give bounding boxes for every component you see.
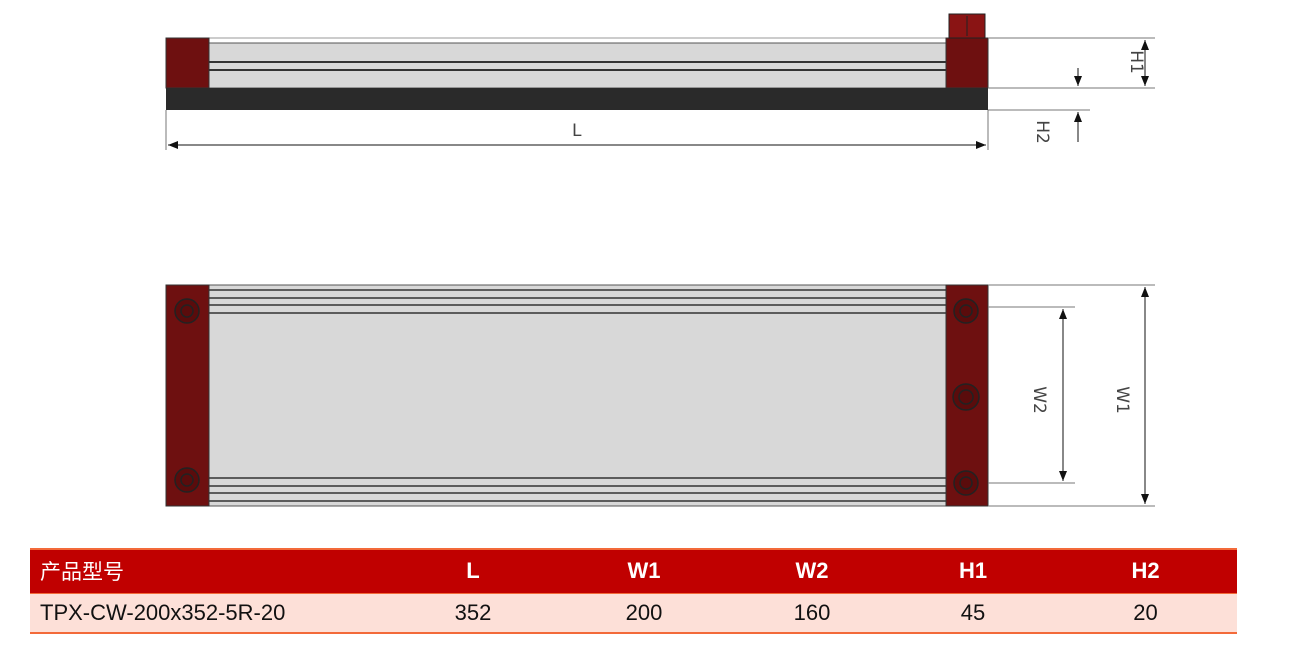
label-H1: H1 bbox=[1126, 50, 1146, 74]
header-W1: W1 bbox=[627, 558, 661, 584]
label-H2: H2 bbox=[1032, 120, 1052, 144]
base-plate bbox=[166, 88, 988, 110]
right-end-bracket bbox=[945, 37, 989, 89]
spec-table: 产品型号 L W1 W2 H1 H2 TPX-CW-200x352-5R-20 … bbox=[30, 548, 1237, 634]
cell-H1: 45 bbox=[960, 599, 986, 625]
side-view: L H1 H2 bbox=[165, 13, 1155, 150]
table-header: 产品型号 L W1 W2 H1 H2 bbox=[30, 549, 1237, 593]
table-row: TPX-CW-200x352-5R-20 352 200 160 45 20 bbox=[30, 593, 1237, 633]
side-rail bbox=[208, 42, 947, 89]
header-L: L bbox=[466, 558, 480, 584]
header-W2: W2 bbox=[795, 558, 829, 584]
left-end-bracket bbox=[165, 37, 210, 89]
cell-W1: 200 bbox=[625, 599, 663, 625]
header-model: 产品型号 bbox=[40, 560, 124, 585]
label-W1: W1 bbox=[1112, 386, 1132, 414]
cell-W2: 160 bbox=[793, 599, 831, 625]
header-H2: H2 bbox=[1131, 558, 1160, 584]
mounting-hole-icons bbox=[174, 298, 980, 496]
header-H1: H1 bbox=[958, 558, 988, 584]
cell-model: TPX-CW-200x352-5R-20 bbox=[40, 599, 286, 625]
top-view: W2 W1 bbox=[165, 284, 1155, 507]
cell-H2: 20 bbox=[1133, 599, 1158, 625]
technical-drawing: L H1 H2 W2 bbox=[165, 13, 1155, 507]
label-W2: W2 bbox=[1029, 386, 1049, 414]
cell-L: 352 bbox=[454, 599, 492, 625]
label-L: L bbox=[572, 121, 582, 141]
